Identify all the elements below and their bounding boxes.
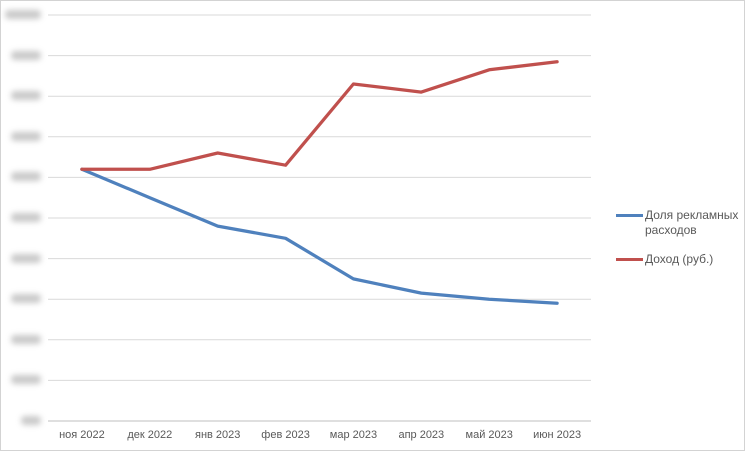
y-axis-blurred-label: [11, 213, 41, 222]
series-line: [80, 60, 559, 171]
legend-line-marker: [616, 214, 643, 217]
x-axis-label: июн 2023: [533, 429, 582, 441]
x-axis-label: апр 2023: [398, 429, 445, 441]
x-axis-label: мар 2023: [329, 429, 378, 441]
x-axis-label: янв 2023: [194, 429, 241, 441]
y-axis-blurred-label: [11, 375, 41, 385]
x-axis-label: май 2023: [465, 429, 513, 441]
y-axis-blurred-label: [5, 10, 41, 19]
x-axis-label: ноя 2022: [59, 429, 105, 441]
y-axis-blurred-label: [11, 91, 41, 101]
x-axis-label: фев 2023: [261, 429, 310, 441]
y-axis-blurred-label: [11, 334, 41, 344]
y-axis-blurred-label: [11, 253, 41, 263]
y-axis-blurred-label: [11, 172, 41, 182]
chart-legend: Доля рекламных расходов Доход (руб.): [616, 208, 744, 267]
y-axis-blurred-label: [11, 294, 41, 304]
legend-label: Доля рекламных расходов: [645, 208, 739, 237]
legend-item: Доля рекламных расходов: [616, 208, 744, 238]
legend-label: Доход (руб.): [645, 252, 714, 266]
legend-line-marker: [616, 258, 643, 261]
legend-item: Доход (руб.): [616, 252, 744, 267]
y-axis-blurred-label: [11, 50, 41, 60]
y-axis-blurred-label: [11, 131, 41, 141]
x-axis-label: дек 2022: [127, 429, 173, 441]
y-axis-blurred-label: [21, 416, 41, 425]
series-line: [80, 167, 559, 305]
